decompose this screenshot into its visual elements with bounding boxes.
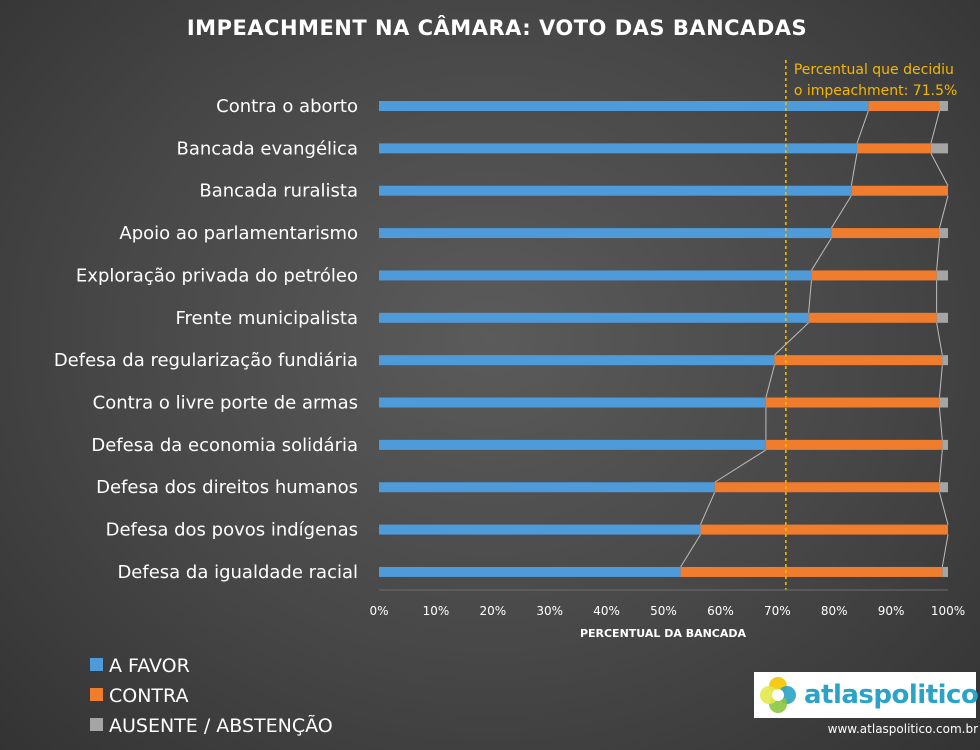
legend: A FAVOR CONTRA AUSENTE / ABSTENÇÃO (90, 655, 333, 737)
category-label: Bancada ruralista (199, 181, 358, 202)
x-tick-label: 0% (369, 604, 388, 618)
category-label: Defesa da economia solidária (91, 435, 358, 456)
category-label: Contra o livre porte de armas (93, 393, 358, 414)
bar-segment-favor (379, 355, 775, 366)
x-tick-label: 80% (821, 604, 848, 618)
category-label: Apoio ao parlamentarismo (119, 223, 358, 244)
bar-segment-favor (379, 482, 715, 493)
bar-segment-contra (856, 143, 931, 154)
bar-segment-favor (379, 566, 681, 577)
category-labels: Contra o aborto Bancada evangélica Bancada… (54, 96, 358, 583)
x-axis-label: PERCENTUAL DA BANCADA (580, 627, 747, 640)
bar-segment-favor (379, 185, 852, 196)
x-tick-label: 100% (931, 604, 965, 618)
bars (379, 101, 948, 577)
bar-segment-contra (868, 101, 940, 111)
connector-contra (941, 534, 949, 568)
bar-segment-contra (808, 312, 937, 323)
atlaspolitico-logo: atlaspolitico (754, 672, 979, 718)
category-label: Frente municipalista (175, 308, 358, 329)
connector-contra (938, 407, 943, 440)
bar-segment-ausente (930, 143, 948, 154)
chart-title: IMPEACHMENT NA CÂMARA: VOTO DAS BANCADAS (187, 15, 807, 40)
connector-favor (856, 110, 869, 144)
bar-segment-favor (379, 143, 857, 154)
x-axis: 0% 10% 20% 30% 40% 50% 60% 70% 80% 90% 100% (369, 589, 965, 618)
bar-segment-contra (851, 185, 948, 196)
logo-flower-icon (758, 675, 798, 715)
legend-label: A FAVOR (109, 655, 190, 677)
bar-segment-ausente (942, 355, 948, 366)
bar-segment-contra (765, 397, 940, 408)
reference-label-line1: Percentual que decidiu (794, 62, 954, 78)
bar-segment-ausente (942, 566, 948, 577)
category-label: Contra o aborto (216, 96, 358, 117)
bar-segment-favor (379, 312, 809, 323)
category-label: Exploração privada do petróleo (76, 265, 358, 286)
bar-segment-contra (765, 439, 943, 450)
category-label: Bancada evangélica (177, 138, 359, 159)
bar-segment-contra (774, 355, 943, 366)
category-label: Defesa dos povos indígenas (106, 520, 358, 541)
x-tick-label: 50% (650, 604, 677, 618)
x-tick-label: 20% (479, 604, 506, 618)
bar-segment-contra (680, 566, 943, 577)
bar-segment-favor (379, 524, 701, 535)
bar-segment-ausente (939, 482, 948, 493)
legend-label: CONTRA (109, 685, 188, 707)
legend-label: AUSENTE / ABSTENÇÃO (109, 714, 333, 737)
connector-favor (774, 322, 809, 356)
connector-contra (936, 322, 943, 356)
connector-favor (808, 280, 812, 313)
connector-favor (714, 449, 767, 483)
x-tick-label: 60% (707, 604, 734, 618)
x-tick-label: 40% (593, 604, 620, 618)
connector-favor (680, 534, 701, 568)
connector-contra (930, 153, 949, 186)
bar-segment-ausente (939, 101, 948, 111)
logo-wordmark: atlaspolitico (804, 680, 979, 710)
connector-contra (938, 449, 943, 483)
x-tick-label: 30% (536, 604, 563, 618)
bar-segment-ausente (939, 397, 948, 408)
bar-segment-ausente (942, 439, 948, 450)
bar-segment-favor (379, 270, 812, 281)
bar-segment-contra (811, 270, 937, 281)
connector-favor (850, 153, 858, 186)
x-tick-label: 70% (764, 604, 791, 618)
website-url: www.atlaspolitico.com.br (827, 722, 978, 736)
connector-contra (936, 238, 940, 271)
connector-favor (811, 237, 832, 271)
legend-swatch (90, 688, 103, 701)
bar-segment-contra (831, 228, 940, 239)
bar-segment-ausente (936, 270, 948, 281)
category-label: Defesa da regularização fundiária (54, 350, 358, 371)
connector-contra (938, 492, 949, 525)
bar-segment-contra (714, 482, 940, 493)
reference-label-line2: o impeachment: 71.5% (794, 83, 957, 99)
connector-contra (930, 110, 940, 144)
bar-segment-favor (379, 397, 766, 408)
connector-favor (765, 365, 775, 398)
x-tick-label: 90% (878, 604, 905, 618)
reference-line-group: Percentual que decidiu o impeachment: 71.… (785, 60, 957, 590)
connector-lines (680, 110, 949, 568)
legend-swatch (90, 658, 103, 671)
bar-segment-ausente (936, 312, 948, 323)
connector-contra (938, 365, 943, 398)
bar-segment-favor (379, 439, 766, 450)
category-label: Defesa dos direitos humanos (96, 477, 358, 498)
bar-segment-favor (379, 101, 869, 111)
connector-favor (830, 195, 852, 229)
category-label: Defesa da igualdade racial (117, 562, 358, 583)
bar-segment-contra (700, 524, 948, 535)
bar-segment-ausente (939, 228, 948, 239)
connector-favor (700, 492, 716, 525)
connector-contra (938, 195, 949, 229)
legend-swatch (90, 718, 103, 731)
bar-segment-favor (379, 228, 832, 239)
x-tick-label: 10% (423, 604, 450, 618)
